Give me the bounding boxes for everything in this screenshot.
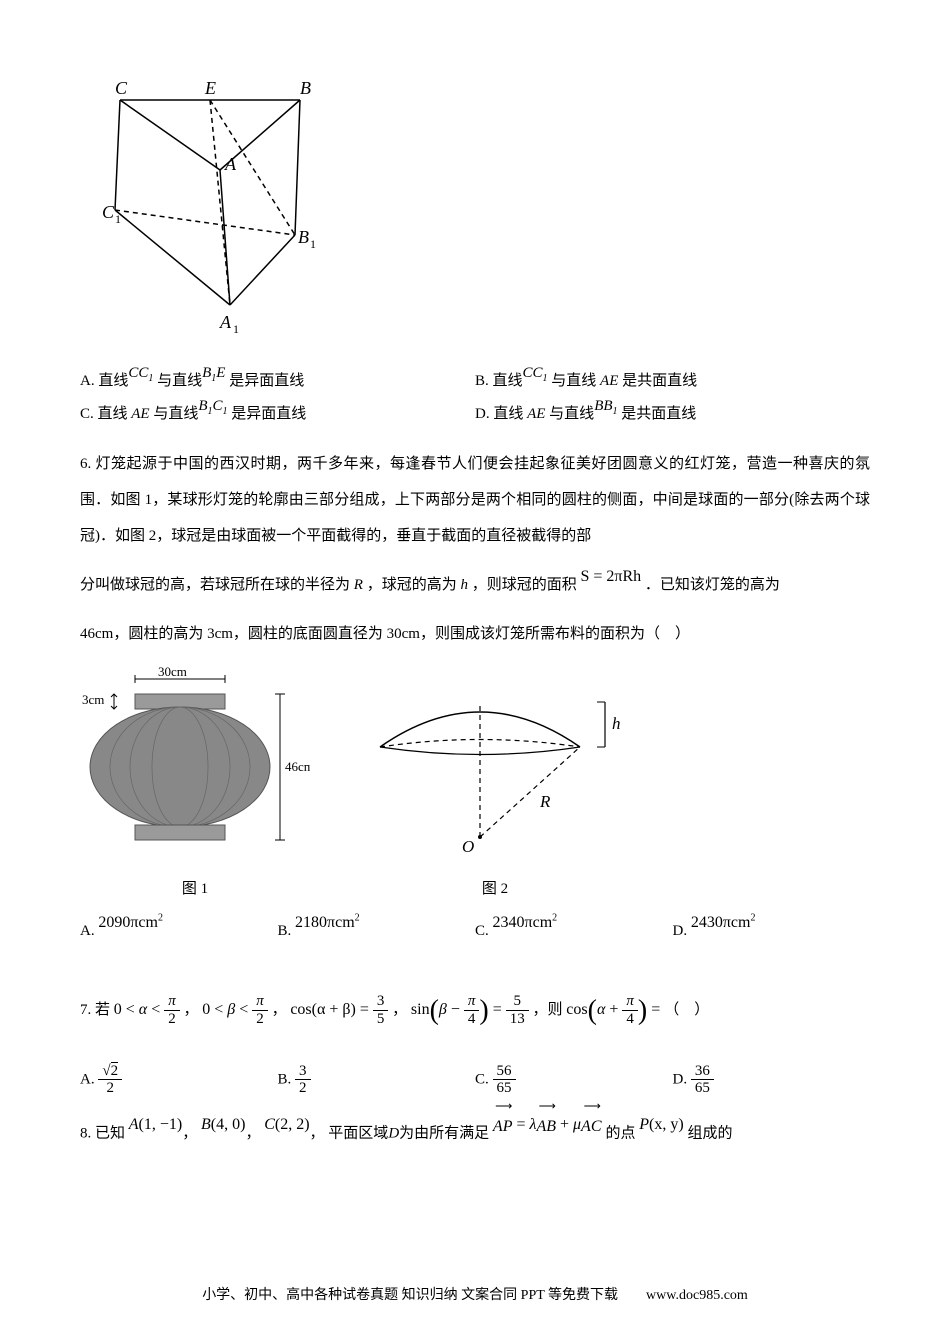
- opt-d: D. 直线 AE 与直线BB1 是共面直线: [475, 398, 870, 431]
- q7-options: A. √22 B. 32 C. 5665 D. 3665: [80, 1063, 870, 1097]
- q6-options: A. 2090πcm2 B. 2180πcm2 C. 2340πcm2 D. 2…: [80, 913, 870, 948]
- q6-text3: 46cm，圆柱的高为 3cm，圆柱的底面圆直径为 30cm，则围成该灯笼所需布料…: [80, 616, 870, 652]
- q8-text: 8. 已知 A(1, −1)， B(4, 0)， C(2, 2)， 平面区域D为…: [80, 1112, 870, 1155]
- fig2: h R O 图 2: [350, 667, 640, 898]
- svg-text:O: O: [462, 837, 474, 856]
- svg-text:A: A: [219, 312, 232, 332]
- svg-text:A: A: [224, 154, 237, 174]
- opt-c: C. 直线 AE 与直线B1C1 是异面直线: [80, 398, 475, 431]
- opt-a: A. √22: [80, 1063, 278, 1097]
- svg-text:1: 1: [310, 237, 316, 251]
- svg-text:h: h: [612, 714, 621, 733]
- svg-text:B: B: [300, 78, 311, 98]
- opt-a: A. 2090πcm2: [80, 913, 278, 948]
- fig1: 30cm 3cm 46cm 图 1: [80, 667, 310, 898]
- opt-d: D. 2430πcm2: [673, 913, 871, 948]
- svg-text:E: E: [204, 78, 216, 98]
- lantern-figures: 30cm 3cm 46cm 图 1: [80, 667, 870, 898]
- svg-text:C: C: [115, 78, 128, 98]
- q6-text2: 分叫做球冠的高，若球冠所在球的半径为 R ，球冠的高为 h ，则球冠的面积 S …: [80, 566, 870, 604]
- opt-d: D. 3665: [673, 1063, 871, 1097]
- q7-text: 7. 若 0 < α < π2 ， 0 < β < π2 ， cos(α + β…: [80, 964, 870, 1048]
- svg-text:30cm: 30cm: [158, 667, 187, 679]
- svg-text:46cm: 46cm: [285, 759, 310, 774]
- opt-b: B. 直线CC1 与直线 AE 是共面直线: [475, 365, 870, 398]
- svg-text:C: C: [102, 202, 115, 222]
- opt-b: B. 2180πcm2: [278, 913, 476, 948]
- opt-c: C. 2340πcm2: [475, 913, 673, 948]
- opt-b: B. 32: [278, 1063, 476, 1097]
- opt-c: C. 5665: [475, 1063, 673, 1097]
- svg-text:B: B: [298, 227, 309, 247]
- svg-text:R: R: [539, 792, 551, 811]
- svg-text:3cm: 3cm: [82, 692, 104, 707]
- prism-svg: C E B A C 1 B 1 A 1: [100, 70, 320, 340]
- page-footer: 小学、初中、高中各种试卷真题 知识归纳 文案合同 PPT 等免费下载 www.d…: [0, 1284, 950, 1304]
- q6-text1: 6. 灯笼起源于中国的西汉时期，两千多年来，每逢春节人们便会挂起象征美好团圆意义…: [80, 446, 870, 554]
- prism-diagram: C E B A C 1 B 1 A 1: [100, 70, 870, 345]
- svg-text:1: 1: [115, 212, 121, 226]
- svg-text:1: 1: [233, 322, 239, 336]
- q5-options: A. 直线CC1 与直线B1E 是异面直线 B. 直线CC1 与直线 AE 是共…: [80, 365, 870, 431]
- opt-a: A. 直线CC1 与直线B1E 是异面直线: [80, 365, 475, 398]
